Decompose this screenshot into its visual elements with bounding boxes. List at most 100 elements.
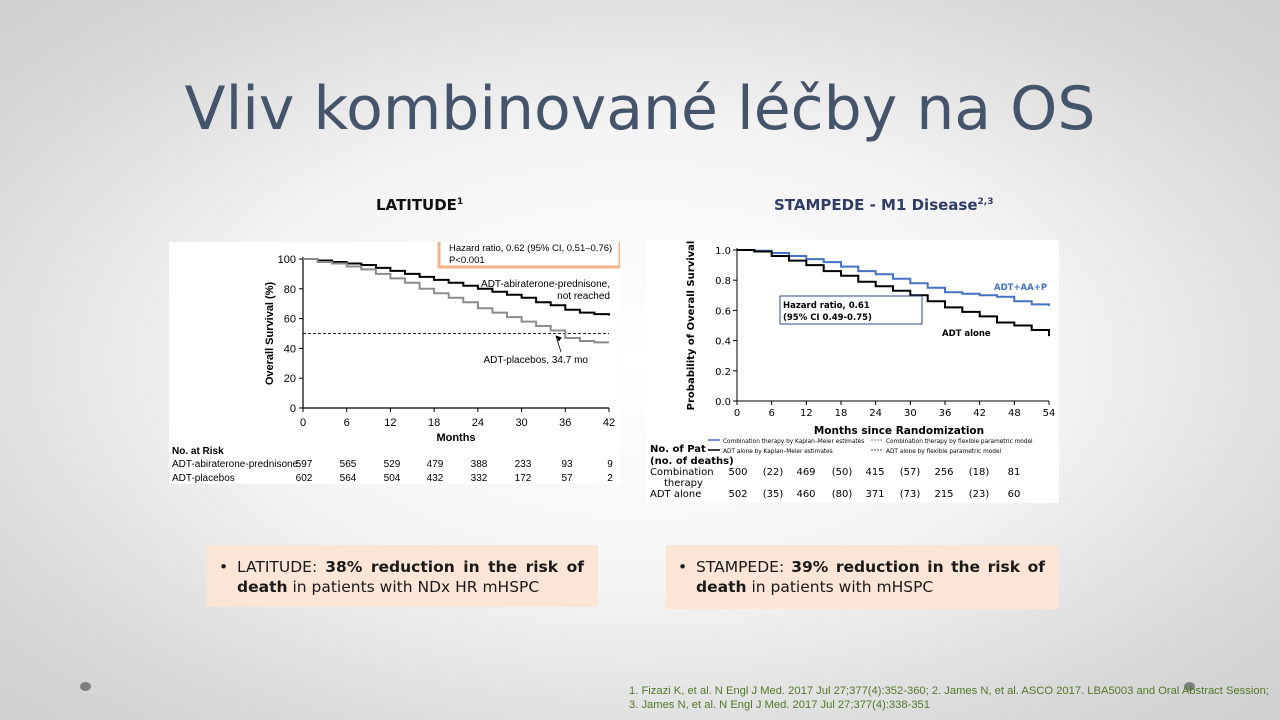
hazard-ratio-box xyxy=(437,242,620,269)
x-tick-label: 30 xyxy=(904,408,917,419)
y-tick-label: 1.0 xyxy=(715,246,731,257)
x-tick-label: 42 xyxy=(603,417,615,429)
risk-value: 172 xyxy=(515,473,532,484)
risk-row-label: ADT-placebos xyxy=(172,473,235,484)
risk-value: 233 xyxy=(515,459,532,470)
y-tick-label: 40 xyxy=(284,343,296,355)
latitude-summary-prefix: LATITUDE: xyxy=(237,558,326,576)
risk-value: (57) xyxy=(900,467,921,478)
y-axis-label: Overall Survival (%) xyxy=(264,282,276,386)
bullet-mark: • xyxy=(219,558,229,576)
x-tick-label: 18 xyxy=(835,408,848,419)
y-tick-label: 20 xyxy=(284,373,296,385)
series-abiraterone-line xyxy=(303,258,610,316)
latitude-summary: • LATITUDE: 38% reduction in the risk of… xyxy=(207,545,598,607)
risk-value: 81 xyxy=(1008,467,1021,478)
annotation-arrowhead xyxy=(555,335,562,342)
risk-value: (22) xyxy=(763,467,784,478)
x-tick-label: 36 xyxy=(559,417,571,429)
references: 1. Fizazi K, et al. N Engl J Med. 2017 J… xyxy=(629,685,1269,711)
latitude-heading-ref: 1 xyxy=(456,197,464,207)
annotation-arrow xyxy=(555,335,562,353)
risk-row-label: Combination xyxy=(650,467,714,478)
risk-value: 564 xyxy=(340,473,357,484)
risk-value: 469 xyxy=(796,467,815,478)
stampede-summary-prefix: STAMPEDE: xyxy=(696,558,792,576)
risk-value: 93 xyxy=(561,459,573,470)
risk-value: (23) xyxy=(969,489,990,500)
y-tick-label: 0.8 xyxy=(715,276,731,287)
risk-value: 529 xyxy=(384,459,401,470)
y-tick-label: 80 xyxy=(284,284,296,296)
stampede-chart: 0.0 0.2 0.4 0.6 0.8 1.0 0 6 12 18 24 30 36 42 48 54 Mont… xyxy=(650,241,1055,500)
x-tick-label: 18 xyxy=(428,417,440,429)
risk-value: 502 xyxy=(728,489,747,500)
latitude-summary-bold2: death xyxy=(237,578,288,596)
y-tick-label: 0 xyxy=(290,403,296,415)
y-tick-label: 0.4 xyxy=(715,337,731,348)
risk-value: 602 xyxy=(296,473,313,484)
x-tick-label: 0 xyxy=(734,408,740,419)
risk-row-label: ADT alone xyxy=(650,489,701,500)
latitude-chart-panel: 0 20 40 60 80 100 0 6 12 18 24 30 36 42 Months Overall … xyxy=(169,242,620,484)
annotation-adt-alone: ADT alone xyxy=(942,329,991,339)
stampede-summary: • STAMPEDE: 39% reduction in the risk of… xyxy=(666,545,1059,609)
risk-table-subtitle: (no. of deaths) xyxy=(650,456,734,467)
stampede-heading-text: STAMPEDE - M1 Disease xyxy=(774,196,978,214)
x-axis-label: Months xyxy=(436,432,475,444)
risk-value: 332 xyxy=(471,473,488,484)
risk-value: (35) xyxy=(763,489,784,500)
y-tick-label: 60 xyxy=(284,314,296,326)
x-tick-label: 24 xyxy=(472,417,484,429)
hazard-ratio-line2: (95% CI 0.49-0.75) xyxy=(783,313,872,323)
risk-value: 60 xyxy=(1008,489,1021,500)
risk-value: 479 xyxy=(427,459,444,470)
legend-label: ADT alone by flexible parametric model xyxy=(886,449,1002,455)
y-tick-label: 0.2 xyxy=(715,367,731,378)
risk-value: 388 xyxy=(471,459,488,470)
risk-value: 256 xyxy=(934,467,953,478)
x-tick-label: 6 xyxy=(344,417,350,429)
risk-table-title: No. at Risk xyxy=(172,446,224,457)
stampede-heading: STAMPEDE - M1 Disease2,3 xyxy=(774,196,993,214)
stampede-summary-rest: in patients with mHSPC xyxy=(746,578,934,596)
decorative-dot-left xyxy=(80,682,91,691)
stampede-heading-ref: 2,3 xyxy=(977,197,994,207)
risk-value: (50) xyxy=(832,467,853,478)
decorative-dot-right xyxy=(1184,682,1195,691)
hazard-ratio-line1: Hazard ratio, 0.62 (95% CI, 0.51–0.76) xyxy=(449,243,612,254)
risk-value: 371 xyxy=(865,489,884,500)
hazard-ratio-box xyxy=(779,295,923,325)
stampede-chart-panel: 0.0 0.2 0.4 0.6 0.8 1.0 0 6 12 18 24 30 36 42 48 54 Mont… xyxy=(646,240,1059,503)
slide-title: Vliv kombinované léčby na OS xyxy=(184,74,1096,144)
stampede-summary-bold2: death xyxy=(696,578,747,596)
x-axis-label: Months since Randomization xyxy=(814,425,984,437)
latitude-summary-bold1: 38% reduction in the risk of xyxy=(325,558,584,576)
latitude-heading: LATITUDE1 xyxy=(376,196,463,214)
risk-value: 57 xyxy=(561,473,573,484)
x-tick-label: 42 xyxy=(973,408,986,419)
risk-row-label-2: therapy xyxy=(664,478,703,489)
risk-value: 565 xyxy=(340,459,357,470)
stampede-summary-bold1: 39% reduction in the risk of xyxy=(791,558,1045,576)
y-tick-label: 0.0 xyxy=(715,397,731,408)
y-axis-label: Probability of Overall Survival xyxy=(686,241,697,411)
legend-label: Combination therapy by Kaplan–Meier esti… xyxy=(723,439,864,445)
latitude-summary-rest: in patients with NDx HR mHSPC xyxy=(287,578,540,596)
x-tick-label: 36 xyxy=(939,408,952,419)
risk-value: 215 xyxy=(934,489,953,500)
x-tick-label: 0 xyxy=(300,417,306,429)
y-tick-label: 0.6 xyxy=(715,306,731,317)
annotation-adt-aa-p: ADT+AA+P xyxy=(994,283,1047,293)
risk-value: 597 xyxy=(296,459,313,470)
x-tick-label: 24 xyxy=(869,408,882,419)
risk-value: 500 xyxy=(728,467,747,478)
x-tick-label: 12 xyxy=(800,408,813,419)
risk-value: (18) xyxy=(969,467,990,478)
latitude-chart: 0 20 40 60 80 100 0 6 12 18 24 30 36 42 Months Overall … xyxy=(172,242,620,484)
latitude-heading-text: LATITUDE xyxy=(376,196,457,214)
annotation-placebo: ADT-placebos, 34.7 mo xyxy=(484,355,589,366)
risk-value: 9 xyxy=(607,459,613,470)
risk-value: 415 xyxy=(865,467,884,478)
risk-value: 432 xyxy=(427,473,444,484)
